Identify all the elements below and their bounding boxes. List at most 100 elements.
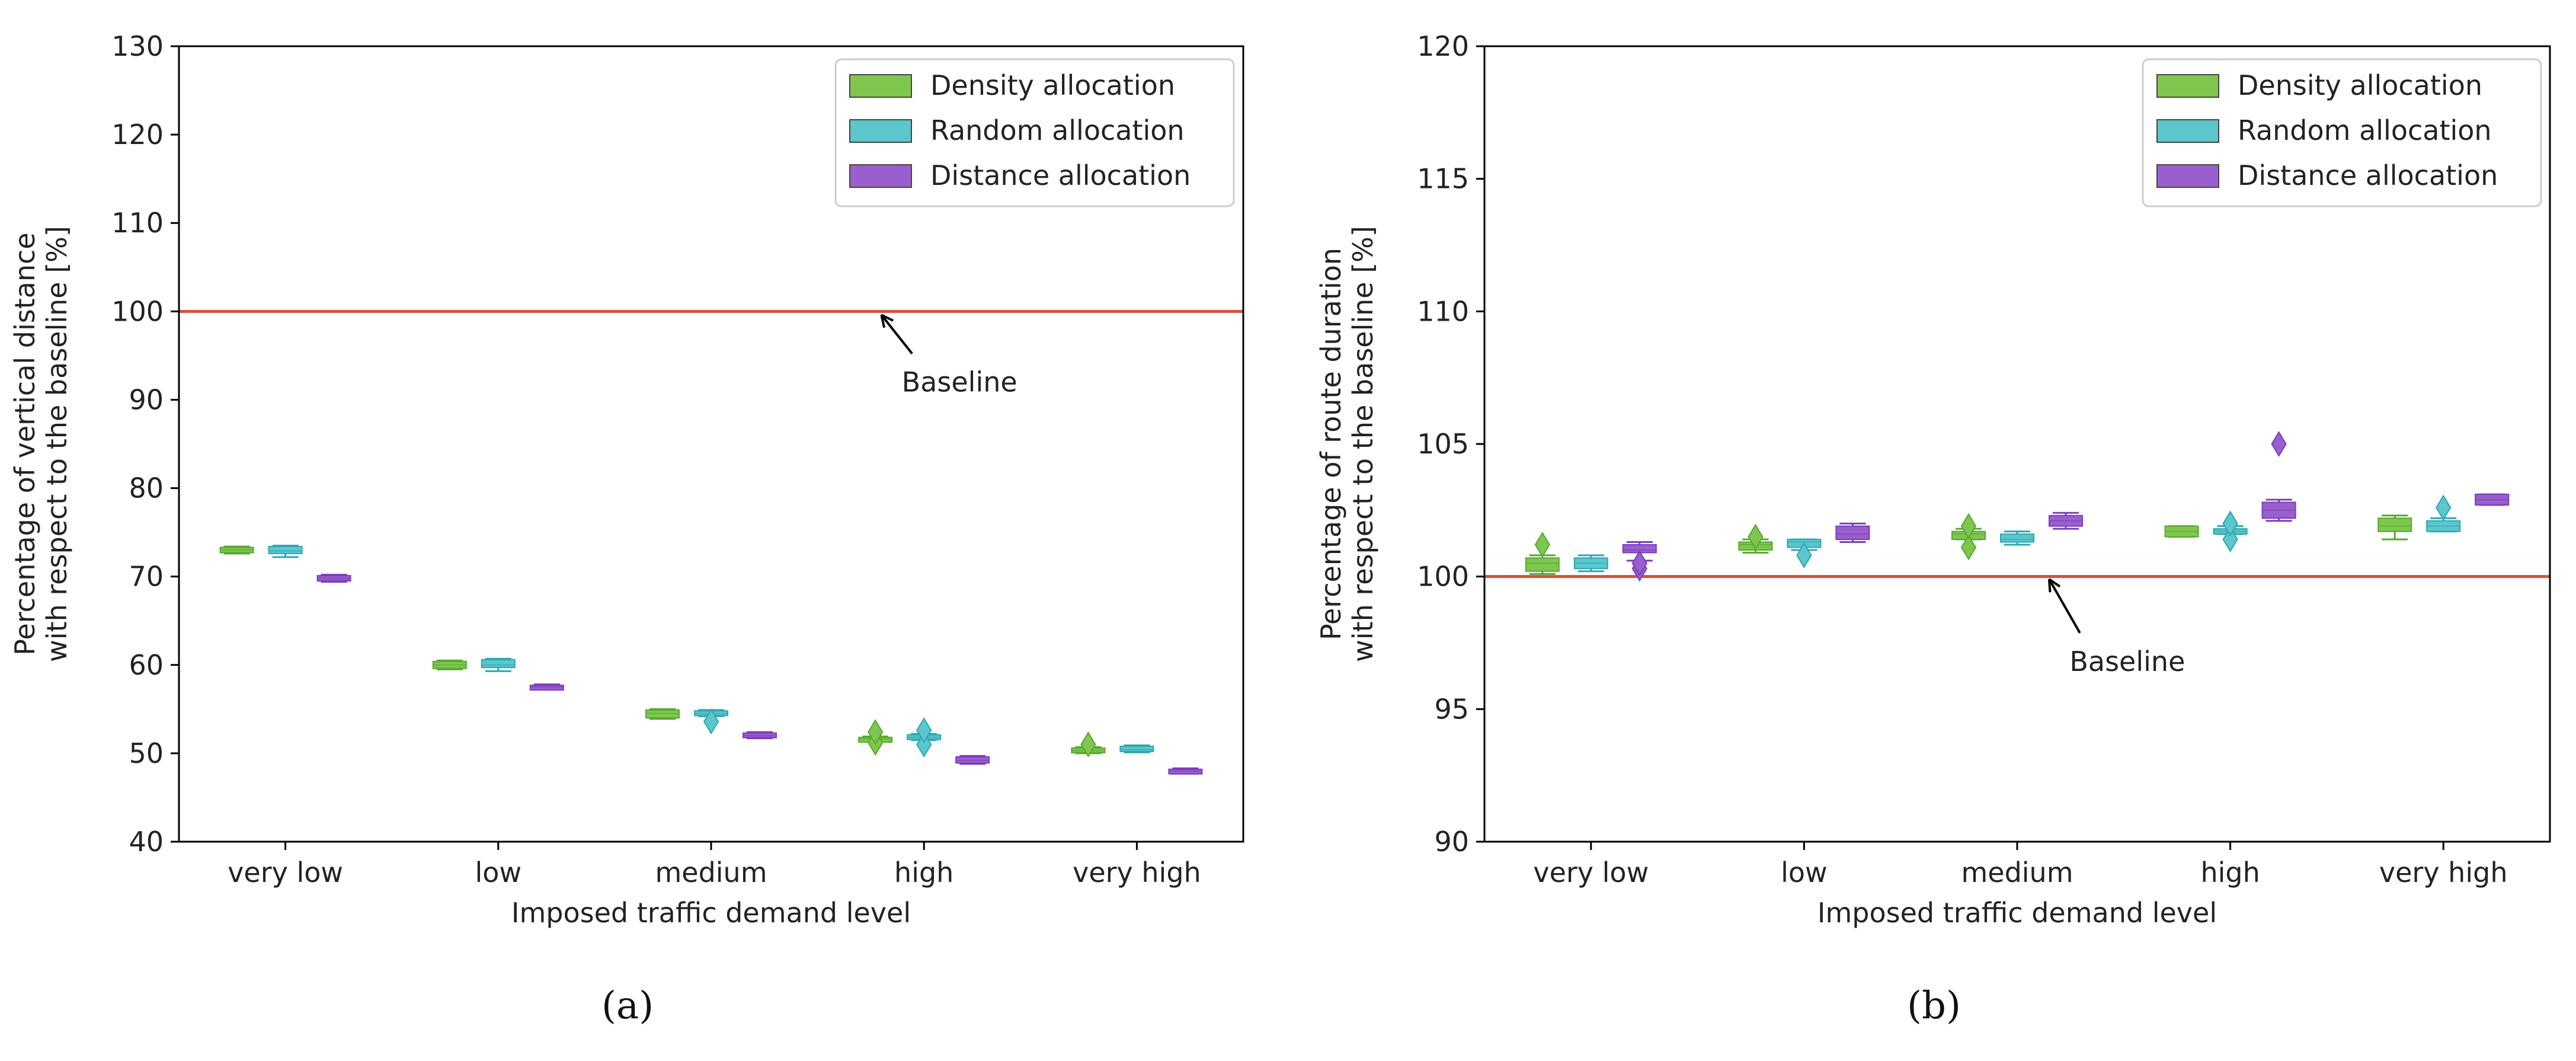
outlier-point <box>1796 542 1812 568</box>
y-tick-label: 120 <box>1417 30 1469 62</box>
box-random-1 <box>481 657 516 672</box>
y-tick-label: 80 <box>129 472 164 504</box>
x-tick-label: very low <box>228 857 343 889</box>
box-distance-0 <box>1622 541 1657 582</box>
x-tick-label: very low <box>1533 857 1649 889</box>
baseline-arrowhead <box>880 314 894 328</box>
box-random-3 <box>907 717 942 758</box>
x-tick-label: high <box>894 857 953 889</box>
outlier-point <box>916 731 932 758</box>
legend: Density allocation Random allocation Dista… <box>2142 58 2542 207</box>
y-tick-label: 120 <box>111 119 164 151</box>
legend-frame <box>2142 58 2542 207</box>
chart-b: 90 95 100 105 110 115 120 very low low medium high… <box>1315 30 2551 929</box>
box-random-4 <box>2426 494 2461 533</box>
legend-label-density: Density allocation <box>930 69 1175 101</box>
box-density-3 <box>2164 525 2199 538</box>
box-distance-4 <box>1168 767 1203 775</box>
x-tick-label: medium <box>1961 857 2073 889</box>
box-density-2 <box>645 708 680 720</box>
box-density-4 <box>1071 731 1106 758</box>
chart-a: 40 50 60 70 80 90 100 110 120 130 very low low mediu… <box>9 30 1244 929</box>
outlier-point <box>868 719 884 746</box>
x-tick-label: very high <box>2379 857 2508 889</box>
box-iqr <box>481 659 516 669</box>
box-iqr <box>529 685 564 691</box>
baseline-arrowhead <box>2047 578 2061 593</box>
legend-swatch-random <box>849 119 912 143</box>
y-tick-label: 100 <box>1417 561 1469 593</box>
outlier-point <box>2271 431 2287 457</box>
box-density-4 <box>2377 514 2412 541</box>
outlier-point <box>1631 550 1647 577</box>
outlier-point <box>2222 526 2238 552</box>
box-random-1 <box>1787 538 1822 568</box>
box-random-2 <box>694 708 728 735</box>
x-tick-label: low <box>1781 857 1828 889</box>
y-tick-label: 40 <box>129 826 164 858</box>
caption-a: (a) <box>601 984 654 1028</box>
outlier-point <box>1960 534 1977 561</box>
x-tick-label: high <box>2200 857 2260 889</box>
box-random-2 <box>2000 530 2034 546</box>
legend-label-random: Random allocation <box>930 114 1185 146</box>
y-axis-label-line1: Percentage of route duration <box>1315 248 1347 640</box>
baseline-label: Baseline <box>902 366 1017 398</box>
x-axis-label: Imposed traffic demand level <box>1817 897 2217 929</box>
legend-swatch-density <box>849 74 912 98</box>
box-random-0 <box>1573 554 1608 573</box>
box-distance-3 <box>955 755 990 765</box>
baseline-arrow <box>2048 579 2081 634</box>
box-random-3 <box>2213 510 2248 552</box>
box-density-1 <box>1738 523 1773 554</box>
box-density-0 <box>1525 532 1560 575</box>
y-tick-label: 60 <box>129 649 164 681</box>
box-distance-4 <box>2475 493 2510 506</box>
legend: Density allocation Random allocation Dista… <box>834 58 1235 207</box>
baseline-arrow <box>880 314 913 354</box>
box-density-3 <box>858 719 893 756</box>
outlier-point <box>1748 523 1764 550</box>
legend-label-random: Random allocation <box>2238 114 2492 146</box>
legend-label-density: Density allocation <box>2238 69 2482 101</box>
y-tick-label: 100 <box>111 295 164 327</box>
y-tick-label: 70 <box>129 561 164 593</box>
legend-frame <box>834 58 1235 207</box>
box-iqr <box>1835 525 1870 541</box>
y-tick-label: 110 <box>1417 295 1469 327</box>
box-random-4 <box>1119 744 1154 753</box>
y-tick-label: 110 <box>111 207 164 239</box>
box-distance-2 <box>2049 512 2083 530</box>
y-tick-label: 90 <box>1434 826 1469 858</box>
y-tick-label: 95 <box>1434 693 1469 725</box>
box-distance-0 <box>316 574 351 583</box>
y-tick-label: 105 <box>1417 428 1469 460</box>
outlier-point <box>703 708 719 735</box>
legend-swatch-random <box>2156 119 2219 143</box>
y-tick-label: 90 <box>129 384 164 416</box>
legend-label-distance: Distance allocation <box>2238 159 2498 191</box>
x-tick-label: medium <box>655 857 767 889</box>
outlier-point <box>2436 494 2452 521</box>
box-density-0 <box>219 545 254 555</box>
y-axis-label: Percentage of vertical distance with resp… <box>9 226 73 662</box>
caption-b: (b) <box>1907 984 1961 1028</box>
baseline-label: Baseline <box>2069 645 2185 677</box>
box-random-0 <box>268 544 303 558</box>
x-tick-label: low <box>475 857 522 889</box>
y-axis-label-line2: with respect to the baseline [%] <box>41 226 73 662</box>
box-iqr <box>1168 768 1203 775</box>
y-axis-label-line1: Percentage of vertical distance <box>9 232 41 655</box>
x-tick-label: very high <box>1073 857 1201 889</box>
box-iqr <box>2000 533 2034 543</box>
box-distance-3 <box>2261 431 2296 522</box>
box-iqr <box>1119 745 1154 752</box>
y-axis-label-line2: with respect to the baseline [%] <box>1347 226 1379 662</box>
x-axis-label: Imposed traffic demand level <box>511 897 911 929</box>
outlier-point <box>1960 513 1977 539</box>
box-distance-1 <box>529 683 564 691</box>
outlier-point <box>916 717 932 744</box>
outlier-point <box>1080 731 1096 758</box>
outlier-point <box>1534 532 1550 558</box>
